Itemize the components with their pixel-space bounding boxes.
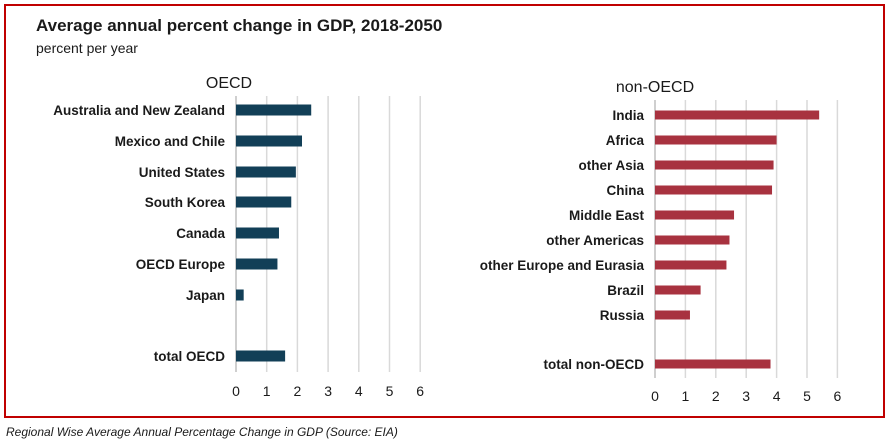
oecd-tick-label: 0: [232, 383, 240, 399]
oecd-label-oecd-europe: OECD Europe: [136, 257, 226, 272]
non-oecd-label-russia: Russia: [600, 308, 645, 323]
chart-canvas: OECD Australia and New Zealand Mexico and …: [53, 75, 842, 404]
non-oecd-label-china: China: [606, 183, 644, 198]
non-oecd-tick-label: 1: [682, 388, 690, 404]
non-oecd-label-total-non-oecd: total non-OECD: [544, 357, 645, 372]
oecd-bar-japan: [236, 289, 244, 301]
non-oecd-tick-label: 5: [803, 388, 811, 404]
non-oecd-panel: non-OECD India Africa other Asia China Middle…: [480, 79, 842, 404]
oecd-label-australia-and-new-zealand: Australia and New Zealand: [53, 103, 225, 118]
oecd-tick-label: 5: [386, 383, 394, 399]
non-oecd-tick-label: 3: [742, 388, 750, 404]
oecd-label-total-oecd: total OECD: [154, 349, 226, 364]
non-oecd-bar-middle-east: [655, 210, 735, 220]
non-oecd-tick-label: 4: [773, 388, 781, 404]
oecd-label-canada: Canada: [176, 226, 225, 241]
chart-frame: [4, 4, 885, 418]
oecd-bar-canada: [236, 227, 279, 239]
chart-title: Average annual percent change in GDP, 20…: [36, 16, 443, 35]
oecd-panel: OECD Australia and New Zealand Mexico and …: [53, 75, 424, 399]
non-oecd-tick-label: 2: [712, 388, 720, 404]
non-oecd-bar-russia: [655, 310, 690, 320]
chart-subtitle: percent per year: [36, 40, 138, 56]
non-oecd-bar-other-americas: [655, 235, 730, 245]
non-oecd-label-middle-east: Middle East: [569, 208, 645, 223]
oecd-label-mexico-and-chile: Mexico and Chile: [115, 134, 226, 149]
non-oecd-bar-africa: [655, 135, 777, 145]
oecd-bar-australia-and-new-zealand: [236, 104, 312, 116]
oecd-bar-mexico-and-chile: [236, 135, 303, 147]
non-oecd-bar-other-europe-and-eurasia: [655, 260, 727, 270]
non-oecd-bar-total-non-oecd: [655, 359, 771, 369]
oecd-bar-oecd-europe: [236, 258, 278, 270]
non-oecd-bar-brazil: [655, 285, 701, 295]
oecd-tick-label: 3: [324, 383, 332, 399]
oecd-label-japan: Japan: [186, 288, 225, 303]
non-oecd-bar-china: [655, 185, 773, 195]
oecd-tick-label: 6: [416, 383, 424, 399]
oecd-panel-title: OECD: [206, 75, 252, 92]
non-oecd-bar-india: [655, 110, 820, 120]
non-oecd-tick-label: 0: [651, 388, 659, 404]
non-oecd-label-india: India: [612, 108, 644, 123]
oecd-bar-total-oecd: [236, 350, 286, 362]
oecd-tick-label: 1: [263, 383, 271, 399]
non-oecd-label-africa: Africa: [606, 133, 645, 148]
non-oecd-bar-other-asia: [655, 160, 774, 170]
non-oecd-label-brazil: Brazil: [607, 283, 644, 298]
oecd-bar-south-korea: [236, 196, 292, 208]
non-oecd-label-other-europe-and-eurasia: other Europe and Eurasia: [480, 258, 645, 273]
non-oecd-tick-label: 6: [834, 388, 842, 404]
non-oecd-label-other-americas: other Americas: [546, 233, 644, 248]
non-oecd-label-other-asia: other Asia: [578, 158, 644, 173]
oecd-label-south-korea: South Korea: [145, 195, 226, 210]
oecd-tick-label: 4: [355, 383, 363, 399]
non-oecd-panel-title: non-OECD: [616, 79, 694, 96]
figure-caption: Regional Wise Average Annual Percentage …: [6, 425, 398, 439]
oecd-bar-united-states: [236, 166, 296, 178]
oecd-label-united-states: United States: [139, 165, 225, 180]
oecd-tick-label: 2: [294, 383, 302, 399]
